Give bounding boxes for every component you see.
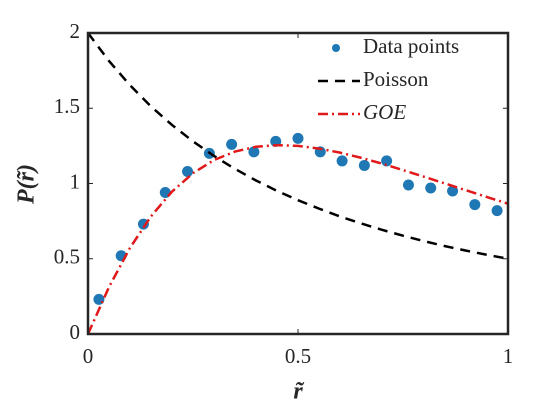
data-point bbox=[491, 205, 503, 217]
y-tick-label: 1 bbox=[70, 169, 81, 193]
x-tick-label: 1 bbox=[503, 344, 514, 368]
data-point bbox=[381, 155, 393, 167]
data-point bbox=[182, 165, 194, 177]
y-tick-label: 0 bbox=[70, 320, 81, 344]
data-point bbox=[336, 155, 348, 167]
y-tick-label: 2 bbox=[70, 19, 81, 43]
data-point bbox=[469, 199, 481, 211]
x-tick-label: 0.5 bbox=[285, 344, 311, 368]
plot-frame bbox=[86, 31, 510, 336]
x-tick-label: 0 bbox=[83, 344, 94, 368]
legend-label: Data points bbox=[363, 34, 459, 58]
data-point bbox=[447, 185, 459, 197]
data-point bbox=[248, 146, 260, 158]
data-point bbox=[358, 159, 370, 171]
legend-label: Poisson bbox=[363, 67, 429, 91]
curve bbox=[86, 143, 509, 335]
curve bbox=[87, 32, 509, 260]
y-tick-label: 0.5 bbox=[54, 245, 80, 269]
data-point bbox=[226, 138, 238, 150]
x-axis-label: r̃ bbox=[293, 379, 304, 405]
legend-marker bbox=[332, 44, 340, 52]
y-axis-label: P(r̃) bbox=[14, 164, 40, 205]
data-point bbox=[425, 182, 437, 194]
legend-label: GOE bbox=[363, 100, 406, 124]
data-point bbox=[402, 179, 414, 191]
data-point bbox=[292, 132, 304, 144]
y-tick-label: 1.5 bbox=[54, 94, 80, 118]
